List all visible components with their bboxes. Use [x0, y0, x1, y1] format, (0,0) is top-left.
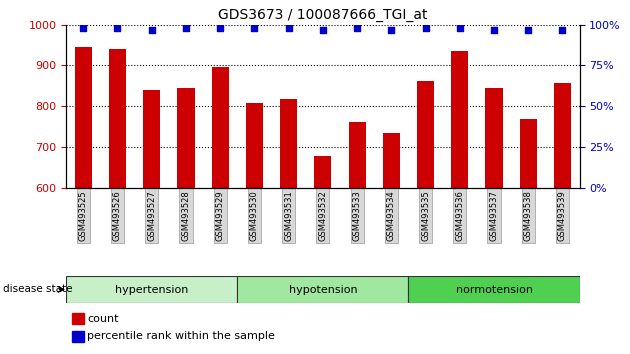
Text: percentile rank within the sample: percentile rank within the sample [87, 331, 275, 341]
Point [386, 27, 396, 33]
Bar [280, 99, 297, 188]
Point [523, 27, 533, 33]
Bar [246, 103, 263, 188]
Bar [238, 276, 408, 303]
Point [147, 27, 157, 33]
Text: normotension: normotension [455, 285, 532, 295]
Text: disease state: disease state [3, 284, 72, 294]
Point [78, 25, 88, 31]
Bar [75, 47, 92, 188]
Point [420, 25, 430, 31]
Point [284, 25, 294, 31]
Bar [66, 276, 238, 303]
Point [215, 25, 226, 31]
Point [455, 25, 465, 31]
Bar [451, 51, 468, 188]
Text: count: count [87, 314, 118, 324]
Bar [212, 67, 229, 188]
Text: hypotension: hypotension [289, 285, 357, 295]
Text: hypertension: hypertension [115, 285, 188, 295]
Bar [417, 81, 434, 188]
Bar [554, 83, 571, 188]
Title: GDS3673 / 100087666_TGI_at: GDS3673 / 100087666_TGI_at [218, 8, 428, 22]
Bar [178, 88, 195, 188]
Bar [109, 49, 126, 188]
Bar [486, 88, 503, 188]
Point [249, 25, 260, 31]
Point [558, 27, 568, 33]
Point [181, 25, 191, 31]
Bar [520, 119, 537, 188]
Bar [383, 133, 400, 188]
Point [352, 25, 362, 31]
Bar [314, 156, 331, 188]
Bar [143, 90, 160, 188]
Bar [348, 122, 365, 188]
Point [489, 27, 499, 33]
Bar [408, 276, 580, 303]
Point [318, 27, 328, 33]
Point [112, 25, 122, 31]
